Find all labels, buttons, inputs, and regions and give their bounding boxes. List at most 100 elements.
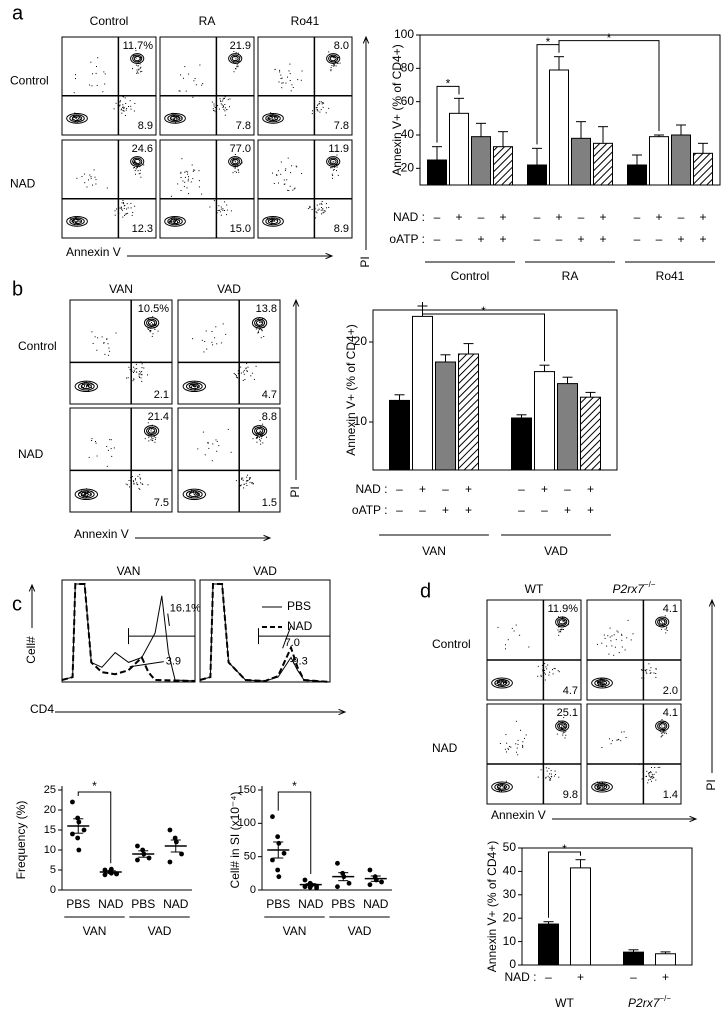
- flow-plot: [586, 703, 682, 805]
- treatment-sign: –: [442, 482, 449, 496]
- event-dot: [270, 221, 271, 222]
- event-dot: [291, 165, 293, 167]
- event-dot: [613, 634, 615, 636]
- event-dot: [136, 371, 138, 373]
- y-tick-label: 20: [44, 804, 56, 816]
- event-dot: [128, 106, 129, 107]
- event-dot: [541, 664, 543, 666]
- histogram-curve: [61, 583, 196, 682]
- event-dot: [565, 727, 567, 728]
- event-dot: [555, 774, 556, 775]
- event-dot: [74, 222, 76, 223]
- event-dot: [291, 84, 293, 86]
- event-dot: [250, 375, 252, 377]
- event-dot: [323, 211, 325, 213]
- event-dot: [139, 169, 141, 171]
- event-dot: [560, 631, 562, 633]
- event-dot: [626, 637, 628, 639]
- event-dot: [520, 729, 521, 731]
- event-dot: [132, 380, 134, 382]
- event-dot: [175, 116, 177, 118]
- treatment-sign: +: [465, 503, 472, 517]
- data-dot: [270, 814, 275, 820]
- y-tick-label: 100: [238, 817, 256, 829]
- event-dot: [235, 68, 237, 70]
- significance-bracket: [558, 40, 660, 131]
- event-dot: [193, 384, 195, 386]
- event-dot: [234, 154, 236, 155]
- event-dot: [226, 109, 228, 111]
- event-dot: [280, 161, 282, 163]
- event-dot: [501, 785, 503, 787]
- event-dot: [235, 57, 237, 59]
- event-dot: [235, 59, 237, 61]
- event-dot: [174, 219, 175, 221]
- event-dot: [152, 333, 154, 335]
- event-dot: [332, 175, 334, 176]
- event-dot: [249, 478, 251, 479]
- event-dot: [181, 158, 183, 160]
- event-dot: [129, 100, 131, 102]
- event-dot: [110, 439, 112, 441]
- flow-plot: [61, 139, 157, 239]
- event-dot: [74, 220, 76, 222]
- event-dot: [652, 775, 654, 777]
- event-dot: [136, 69, 138, 71]
- event-dot: [558, 776, 560, 778]
- event-dot: [192, 384, 194, 386]
- event-dot: [107, 343, 109, 345]
- event-dot: [95, 183, 97, 185]
- event-dot: [132, 68, 133, 70]
- event-dot: [537, 675, 539, 677]
- contour: [185, 490, 203, 499]
- event-dot: [601, 678, 603, 680]
- event-dot: [222, 107, 224, 108]
- event-dot: [661, 622, 663, 624]
- event-dot: [261, 329, 263, 331]
- event-dot: [194, 494, 196, 496]
- category-label: NAD: [98, 897, 124, 911]
- treatment-sign: +: [655, 210, 662, 224]
- event-dot: [564, 737, 566, 739]
- event-dot: [134, 205, 136, 207]
- event-dot: [295, 165, 297, 167]
- event-dot: [333, 65, 335, 67]
- event-dot: [281, 77, 283, 79]
- event-dot: [661, 620, 662, 622]
- event-dot: [175, 117, 177, 119]
- event-dot: [663, 731, 665, 733]
- event-dot: [501, 790, 502, 792]
- event-dot: [180, 171, 182, 173]
- event-dot: [193, 385, 195, 387]
- event-dot: [498, 681, 500, 683]
- event-dot: [136, 167, 138, 168]
- contour: [558, 619, 566, 625]
- leader-line: [167, 613, 170, 626]
- event-dot: [83, 382, 85, 384]
- event-dot: [86, 385, 88, 387]
- event-dot: [148, 328, 150, 330]
- event-dot: [133, 378, 135, 380]
- event-dot: [104, 353, 106, 355]
- contour: [74, 488, 99, 501]
- event-dot: [88, 456, 90, 458]
- event-dot: [141, 371, 143, 372]
- contour: [130, 156, 145, 167]
- event-dot: [292, 189, 294, 191]
- event-dot: [666, 626, 668, 628]
- event-dot: [215, 439, 217, 441]
- event-dot: [500, 682, 502, 684]
- treatment-sign: –: [634, 210, 641, 224]
- flow-frame: [486, 599, 582, 701]
- event-dot: [269, 219, 271, 221]
- event-dot: [141, 374, 143, 376]
- event-dot: [600, 681, 602, 683]
- event-dot: [235, 166, 237, 168]
- event-dot: [246, 370, 248, 372]
- event-dot: [191, 164, 193, 166]
- leader-line: [129, 661, 164, 668]
- treatment-label: NAD :: [393, 210, 425, 224]
- event-dot: [82, 496, 84, 498]
- event-dot: [95, 441, 96, 442]
